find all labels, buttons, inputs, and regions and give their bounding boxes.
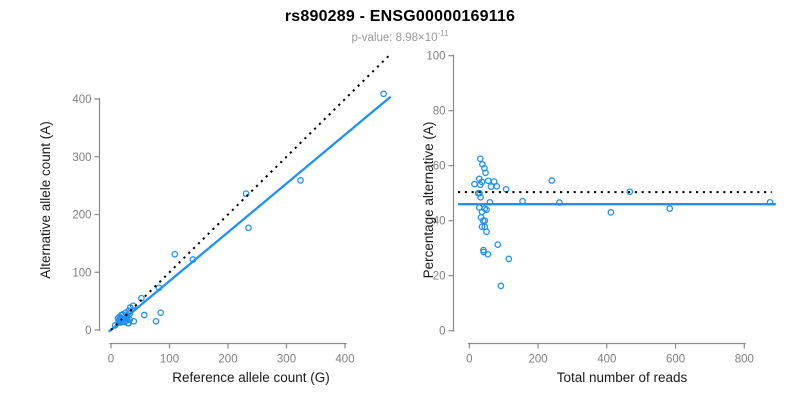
- data-point: [478, 223, 486, 231]
- figure-subtitle: p-value: 8.98×10-11: [0, 29, 800, 44]
- figure-title: rs890289 - ENSG00000169116: [284, 8, 516, 25]
- data-point: [297, 177, 304, 184]
- identity-line: [110, 53, 392, 331]
- x-tick-label: 0: [466, 354, 472, 366]
- y-tick-label: 400: [72, 94, 91, 106]
- data-point: [245, 224, 252, 232]
- data-point: [483, 228, 490, 236]
- x-tick-label: 400: [335, 354, 354, 366]
- data-point: [380, 90, 387, 98]
- data-point: [171, 250, 179, 258]
- data-point: [490, 178, 498, 185]
- x-axis-title: Reference allele count (G): [172, 370, 330, 385]
- y-tick-label: 0: [85, 325, 91, 337]
- x-tick-label: 200: [528, 354, 547, 366]
- y-tick-label: 40: [433, 216, 446, 228]
- data-point: [666, 205, 674, 212]
- data-point: [477, 193, 484, 201]
- regression-line: [107, 95, 392, 333]
- x-tick-label: 400: [597, 354, 616, 366]
- right-plot: 0 20 40 60 80 100 0 200 400 600 800 Total number of…: [421, 51, 776, 385]
- y-tick-label: 20: [433, 271, 446, 283]
- pvalue-exponent: -11: [437, 29, 449, 38]
- data-point: [607, 209, 615, 216]
- data-point: [548, 177, 556, 184]
- y-tick-label: 60: [433, 161, 446, 173]
- x-tick-label: 0: [108, 354, 114, 366]
- data-point: [505, 255, 513, 263]
- data-point: [130, 317, 138, 325]
- y-tick-label: 300: [72, 152, 91, 164]
- data-point: [157, 309, 165, 317]
- y-tick-label: 80: [433, 106, 446, 118]
- data-point: [242, 190, 250, 198]
- x-tick-label: 800: [735, 354, 754, 366]
- x-tick-label: 200: [218, 354, 237, 366]
- data-point: [476, 181, 484, 189]
- data-point: [484, 250, 492, 258]
- x-tick-label: 300: [277, 354, 296, 366]
- data-point: [484, 177, 492, 185]
- x-tick-label: 100: [160, 354, 179, 366]
- y-axis-title: Percentage alternative (A): [421, 122, 436, 279]
- data-point: [497, 282, 505, 290]
- data-point: [476, 189, 483, 197]
- y-tick-label: 100: [72, 267, 91, 279]
- data-point: [471, 180, 478, 188]
- data-point: [476, 155, 484, 163]
- data-point: [482, 169, 489, 177]
- y-tick-label: 200: [72, 210, 91, 222]
- y-axis-title: Alternative allele count (A): [38, 121, 53, 279]
- data-point: [152, 317, 160, 325]
- data-point: [140, 311, 148, 319]
- data-point: [481, 217, 489, 225]
- x-tick-label: 600: [666, 354, 685, 366]
- y-tick-label: 100: [426, 51, 445, 63]
- y-tick-label: 0: [439, 326, 445, 338]
- data-point: [493, 182, 501, 190]
- data-point: [626, 188, 634, 196]
- x-axis-title: Total number of reads: [557, 370, 688, 385]
- left-plot: 0 100 200 300 400 0 100 200 300 400 Reference alle…: [38, 53, 392, 385]
- figure-header: rs890289 - ENSG00000169116 p-value: 8.98…: [0, 0, 800, 44]
- data-point: [494, 241, 502, 248]
- pvalue-text: p-value: 8.98×10: [351, 31, 438, 44]
